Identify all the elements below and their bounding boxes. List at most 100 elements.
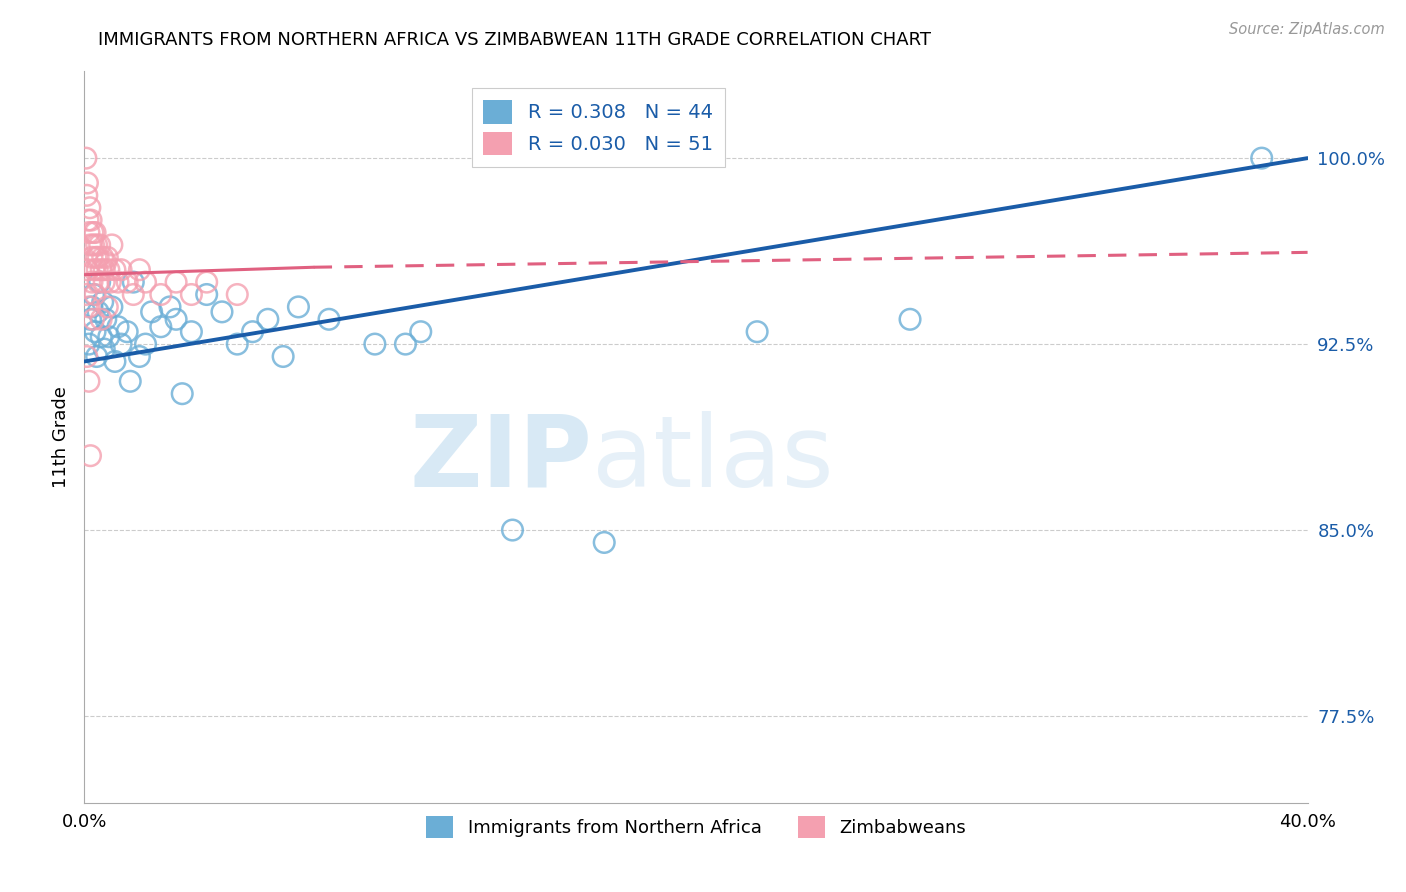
Text: atlas: atlas bbox=[592, 410, 834, 508]
Point bbox=[87, 305, 110, 319]
Point bbox=[96, 250, 118, 264]
Point bbox=[135, 275, 157, 289]
Point bbox=[122, 275, 145, 289]
Point bbox=[141, 305, 163, 319]
Point bbox=[93, 342, 115, 356]
Point bbox=[394, 337, 416, 351]
Point bbox=[93, 262, 115, 277]
Point bbox=[165, 275, 187, 289]
Point bbox=[149, 319, 172, 334]
Point bbox=[75, 151, 97, 165]
Point bbox=[84, 325, 107, 339]
Y-axis label: 11th Grade: 11th Grade bbox=[52, 386, 70, 488]
Point bbox=[89, 238, 111, 252]
Point bbox=[107, 275, 129, 289]
Point bbox=[409, 325, 432, 339]
Point bbox=[898, 312, 921, 326]
Point bbox=[86, 238, 108, 252]
Point bbox=[94, 312, 117, 326]
Point bbox=[91, 250, 114, 264]
Point bbox=[90, 329, 112, 343]
Point bbox=[87, 275, 110, 289]
Point bbox=[97, 262, 120, 277]
Point bbox=[76, 262, 98, 277]
Point bbox=[242, 325, 264, 339]
Point bbox=[593, 535, 616, 549]
Point bbox=[107, 319, 129, 334]
Point bbox=[75, 287, 97, 301]
Point bbox=[90, 262, 112, 277]
Point bbox=[120, 374, 142, 388]
Point bbox=[318, 312, 340, 326]
Point bbox=[128, 262, 150, 277]
Point bbox=[135, 337, 157, 351]
Point bbox=[79, 449, 101, 463]
Point bbox=[159, 300, 181, 314]
Point bbox=[86, 262, 108, 277]
Point bbox=[502, 523, 524, 537]
Point bbox=[76, 188, 98, 202]
Legend: Immigrants from Northern Africa, Zimbabweans: Immigrants from Northern Africa, Zimbabw… bbox=[419, 808, 973, 845]
Point bbox=[96, 300, 118, 314]
Point bbox=[79, 312, 101, 326]
Point bbox=[83, 238, 105, 252]
Point bbox=[747, 325, 769, 339]
Point bbox=[122, 287, 145, 301]
Point bbox=[84, 226, 107, 240]
Point bbox=[87, 250, 110, 264]
Text: ZIP: ZIP bbox=[409, 410, 592, 508]
Point bbox=[115, 275, 138, 289]
Point bbox=[91, 295, 114, 310]
Text: Source: ZipAtlas.com: Source: ZipAtlas.com bbox=[1229, 22, 1385, 37]
Point bbox=[211, 305, 233, 319]
Point bbox=[84, 287, 107, 301]
Point bbox=[287, 300, 309, 314]
Point bbox=[82, 226, 104, 240]
Point bbox=[93, 275, 115, 289]
Point bbox=[83, 312, 105, 326]
Point bbox=[77, 337, 100, 351]
Point bbox=[271, 350, 294, 364]
Point bbox=[77, 300, 100, 314]
Point bbox=[80, 275, 103, 289]
Point bbox=[98, 275, 121, 289]
Point bbox=[80, 250, 103, 264]
Point bbox=[83, 287, 105, 301]
Point bbox=[90, 312, 112, 326]
Point bbox=[83, 262, 105, 277]
Point bbox=[257, 312, 280, 326]
Point bbox=[79, 201, 101, 215]
Point bbox=[195, 275, 218, 289]
Point bbox=[76, 176, 98, 190]
Point bbox=[226, 337, 249, 351]
Point bbox=[76, 350, 98, 364]
Point bbox=[172, 386, 194, 401]
Point bbox=[80, 213, 103, 227]
Point bbox=[195, 287, 218, 301]
Point bbox=[101, 300, 124, 314]
Point bbox=[97, 329, 120, 343]
Point bbox=[77, 213, 100, 227]
Point bbox=[226, 287, 249, 301]
Point bbox=[364, 337, 387, 351]
Point bbox=[89, 275, 111, 289]
Point bbox=[79, 238, 101, 252]
Point bbox=[180, 325, 202, 339]
Point bbox=[1250, 151, 1272, 165]
Point bbox=[115, 325, 138, 339]
Point bbox=[94, 255, 117, 269]
Point bbox=[104, 354, 127, 368]
Point bbox=[101, 238, 124, 252]
Point bbox=[80, 300, 103, 314]
Point bbox=[110, 337, 132, 351]
Point bbox=[149, 287, 172, 301]
Point bbox=[110, 262, 132, 277]
Point bbox=[180, 287, 202, 301]
Point bbox=[128, 350, 150, 364]
Point bbox=[165, 312, 187, 326]
Point bbox=[77, 226, 100, 240]
Point bbox=[77, 374, 100, 388]
Point bbox=[104, 262, 127, 277]
Point bbox=[84, 250, 107, 264]
Text: IMMIGRANTS FROM NORTHERN AFRICA VS ZIMBABWEAN 11TH GRADE CORRELATION CHART: IMMIGRANTS FROM NORTHERN AFRICA VS ZIMBA… bbox=[98, 31, 931, 49]
